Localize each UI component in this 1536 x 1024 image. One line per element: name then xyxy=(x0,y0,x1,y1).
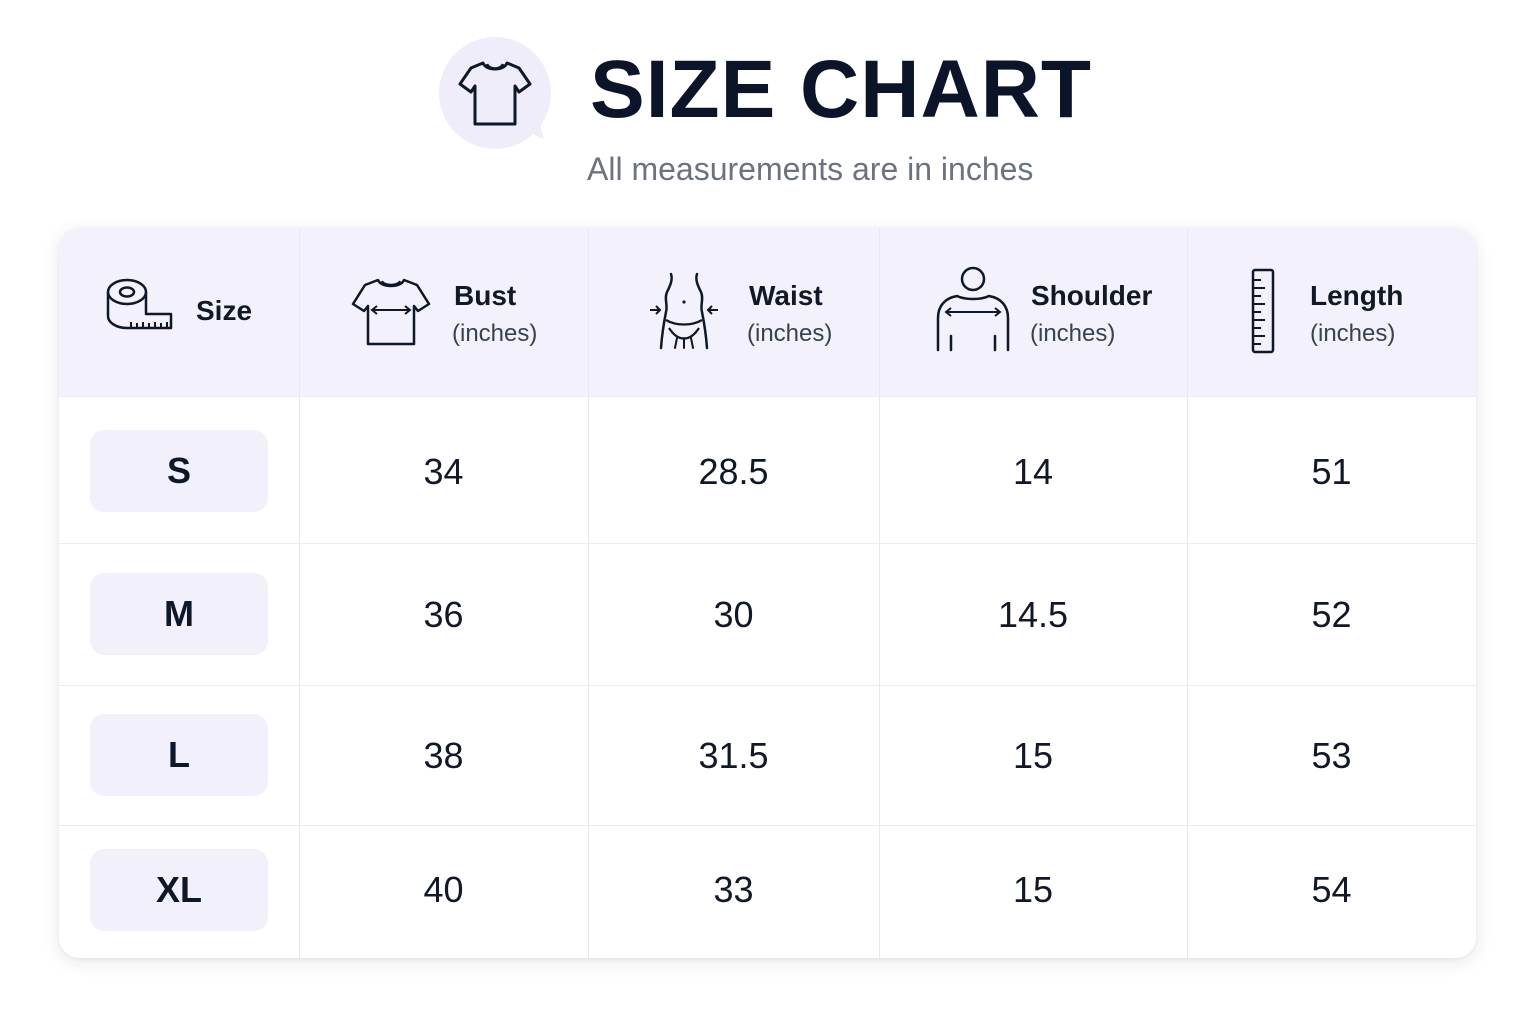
shoulder-value: 15 xyxy=(1012,869,1054,910)
shoulder-value: 15 xyxy=(1012,735,1054,776)
table-header xyxy=(59,228,1476,396)
waist-value: 28.5 xyxy=(698,451,769,492)
header-unit-shoulder: (inches) xyxy=(1030,320,1116,347)
length-value: 51 xyxy=(1311,451,1352,492)
size-badge: XL xyxy=(90,849,268,931)
shoulder-icon xyxy=(936,266,1010,352)
shirt-bust-icon xyxy=(351,278,431,346)
header-unit-length: (inches) xyxy=(1310,320,1396,347)
header-label-size: Size xyxy=(196,295,253,326)
size-badge: S xyxy=(90,430,268,512)
size-table: Size Bust (inches) Waist (inches) xyxy=(59,228,1476,958)
page-title: SIZE CHART xyxy=(590,44,1092,135)
length-value: 54 xyxy=(1311,869,1352,910)
waist-icon xyxy=(650,272,718,350)
size-badge: M xyxy=(90,573,268,655)
bust-value: 36 xyxy=(423,594,464,635)
bust-value: 38 xyxy=(423,735,464,776)
measuring-tape-icon xyxy=(106,278,173,330)
size-badge: L xyxy=(90,714,268,796)
header-label-waist: Waist xyxy=(749,280,823,311)
logo-badge xyxy=(439,37,551,149)
header-cell-bust: Bust (inches) xyxy=(299,228,588,396)
shoulder-value: 14.5 xyxy=(997,594,1069,635)
ruler-icon xyxy=(1251,268,1275,354)
waist-value: 31.5 xyxy=(698,735,769,776)
length-value: 53 xyxy=(1311,735,1352,776)
t-shirt-icon xyxy=(458,61,532,126)
bust-value: 34 xyxy=(423,451,464,492)
header-cell-shoulder: Shoulder (inches) xyxy=(879,228,1187,396)
shoulder-value: 14 xyxy=(1012,451,1054,492)
header-label-shoulder: Shoulder xyxy=(1031,280,1153,311)
page-subtitle: All measurements are in inches xyxy=(587,151,1034,187)
bust-value: 40 xyxy=(423,869,464,910)
header-label-bust: Bust xyxy=(454,280,517,311)
length-value: 52 xyxy=(1311,594,1352,635)
header-cell-size: Size xyxy=(59,228,299,396)
header-cell-waist: Waist (inches) xyxy=(588,228,879,396)
header-unit-waist: (inches) xyxy=(747,320,833,347)
header-unit-bust: (inches) xyxy=(452,320,538,347)
waist-value: 33 xyxy=(713,869,754,910)
header-cell-length: Length (inches) xyxy=(1187,228,1476,396)
header-label-length: Length xyxy=(1310,280,1404,311)
waist-value: 30 xyxy=(713,594,754,635)
page-header: SIZE CHART All measurements are in inche… xyxy=(0,0,1536,220)
